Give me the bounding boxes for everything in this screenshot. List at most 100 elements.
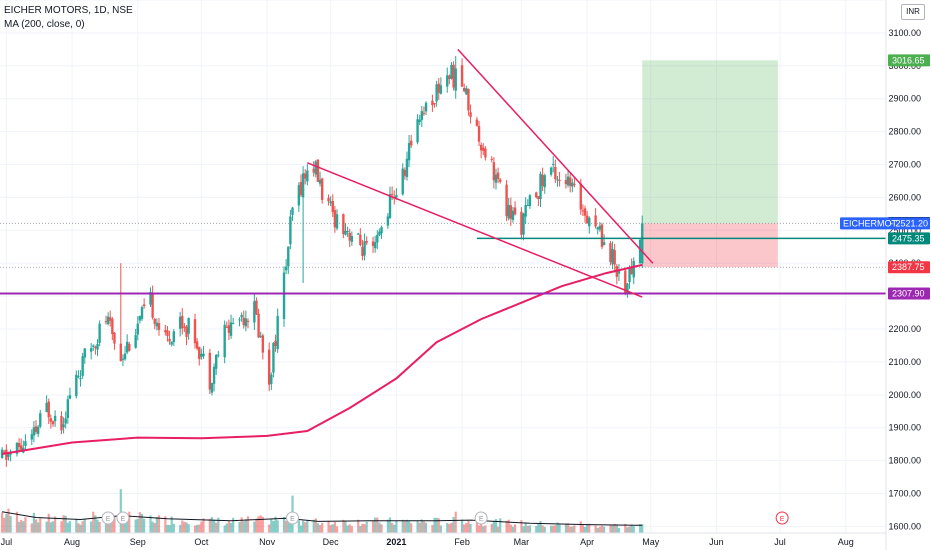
candle xyxy=(460,58,464,88)
volume-bar xyxy=(482,526,485,533)
candle-body xyxy=(83,348,86,358)
candle-body xyxy=(149,292,152,305)
volume-bar xyxy=(617,528,621,533)
candle xyxy=(566,170,570,188)
candle-body xyxy=(600,224,604,247)
candle xyxy=(9,449,12,462)
candle-body xyxy=(289,216,292,245)
volume-bar xyxy=(208,518,211,533)
volume-bar xyxy=(422,521,426,533)
candle xyxy=(541,167,544,192)
volume-bar xyxy=(30,523,33,533)
candle xyxy=(437,78,440,100)
candle xyxy=(499,177,502,184)
indicator-line[interactable]: MA (200, close, 0) xyxy=(4,19,85,30)
candle-body xyxy=(439,85,443,94)
volume-bar xyxy=(170,516,173,533)
volume-bar xyxy=(34,519,38,533)
candle-body xyxy=(45,402,48,413)
candle xyxy=(511,206,515,223)
candle-body xyxy=(39,413,42,427)
candle-body xyxy=(424,102,428,112)
volume-bar xyxy=(202,518,205,533)
volume-bar xyxy=(81,521,84,533)
candle xyxy=(215,353,218,375)
candle-body xyxy=(543,175,546,188)
currency-label[interactable]: INR xyxy=(901,4,925,20)
volume-bar xyxy=(246,516,250,533)
volume-bar xyxy=(143,518,146,533)
volume-bar xyxy=(524,522,527,533)
candle xyxy=(53,410,57,427)
volume-bar xyxy=(460,519,464,533)
candle xyxy=(359,228,362,247)
price-label-text: 2475.35 xyxy=(892,233,925,243)
event-marker-circle xyxy=(116,511,130,525)
candle-body xyxy=(261,335,265,353)
candle-body xyxy=(240,314,243,318)
volume-bar xyxy=(49,522,52,533)
candle xyxy=(34,420,38,435)
price-label-box xyxy=(888,232,930,245)
candle-body xyxy=(460,65,464,87)
candle-body xyxy=(276,315,279,350)
candle xyxy=(386,213,390,229)
volume-bar xyxy=(513,524,517,533)
candle xyxy=(346,226,349,237)
candle-body xyxy=(630,266,633,275)
candle-body xyxy=(66,399,70,419)
candle-body xyxy=(301,173,305,198)
candle-body xyxy=(405,158,409,178)
candle-body xyxy=(479,144,483,151)
candle xyxy=(318,171,322,187)
lower-trendline xyxy=(307,162,643,298)
volume-bar xyxy=(407,520,411,533)
candle-body xyxy=(274,340,277,347)
time-tick-label: Jul xyxy=(1,537,13,547)
candle xyxy=(183,323,186,332)
candle-body xyxy=(564,180,568,185)
candle-body xyxy=(388,194,392,219)
candle xyxy=(244,310,248,332)
price-tick-label: 2000.00 xyxy=(888,390,921,400)
symbol-line[interactable]: EICHER MOTORS, 1D, NSE xyxy=(4,5,133,16)
candle xyxy=(64,411,67,429)
volume-bar xyxy=(215,522,218,533)
candle xyxy=(282,266,286,327)
volume-bar xyxy=(96,519,99,533)
event-marker-circle xyxy=(474,511,488,525)
candle-body xyxy=(259,335,262,337)
volume-bar xyxy=(420,519,423,533)
candle-body xyxy=(172,331,176,343)
candle-body xyxy=(638,239,642,264)
stop-price-label: 2387.75 xyxy=(888,261,930,274)
volume-bars xyxy=(1,489,644,533)
candle-body xyxy=(333,210,337,228)
candle xyxy=(24,434,27,449)
candle xyxy=(104,315,108,325)
volume-bar xyxy=(32,512,36,533)
time-tick-label: Oct xyxy=(194,537,209,547)
candle xyxy=(153,318,156,330)
volume-bar xyxy=(630,524,633,533)
candle xyxy=(450,61,453,80)
candle xyxy=(121,354,125,367)
volume-bar xyxy=(564,523,568,533)
volume-bar xyxy=(22,521,25,533)
candle-body xyxy=(492,162,496,181)
volume-bar xyxy=(522,526,525,533)
candle xyxy=(496,167,500,184)
volume-bar xyxy=(153,522,156,533)
candle xyxy=(380,225,383,239)
event-marker-label: E xyxy=(780,516,785,523)
candle xyxy=(98,320,101,347)
volume-bar xyxy=(257,516,260,533)
candle xyxy=(348,228,351,248)
candle-body xyxy=(437,83,440,93)
candle-body xyxy=(225,326,228,328)
candle xyxy=(617,264,621,282)
candle-body xyxy=(272,342,275,373)
volume-bar xyxy=(628,526,631,533)
